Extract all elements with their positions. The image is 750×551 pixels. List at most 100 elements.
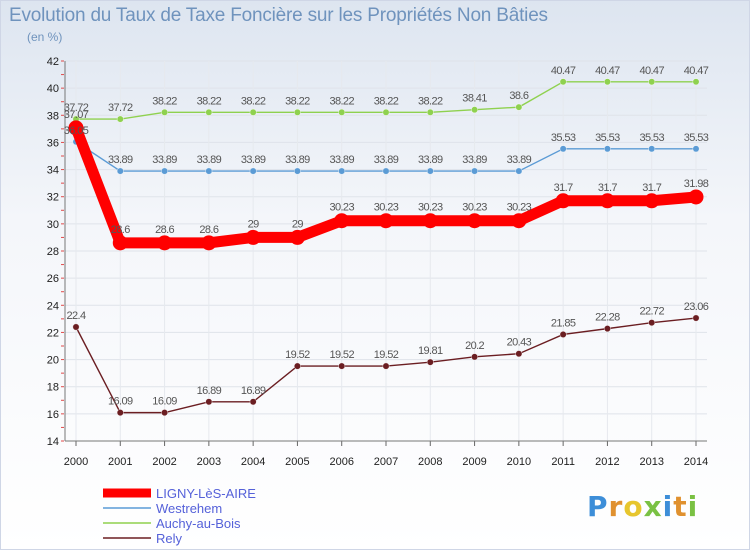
- data-point: [294, 167, 301, 175]
- series-1: [72, 138, 700, 175]
- y-tick-label: 16: [47, 409, 59, 421]
- y-tick-label: 30: [47, 219, 59, 231]
- data-label: 22.28: [595, 312, 620, 324]
- data-point: [471, 106, 478, 114]
- data-label: 33.89: [152, 154, 177, 166]
- data-point: [559, 78, 567, 86]
- y-tick-label: 40: [47, 83, 59, 95]
- data-point: [294, 108, 301, 116]
- data-label: 40.47: [639, 65, 664, 77]
- data-point: [604, 145, 611, 153]
- x-tick-label: 2013: [639, 456, 663, 468]
- x-tick-label: 2006: [329, 456, 353, 468]
- data-label: 35.53: [595, 132, 620, 144]
- data-label: 37.07: [64, 109, 89, 121]
- data-label: 33.89: [285, 154, 310, 166]
- data-label: 20.43: [507, 337, 532, 349]
- data-label: 19.52: [285, 349, 310, 361]
- data-label: 38.22: [418, 95, 443, 107]
- data-point: [688, 189, 704, 205]
- data-point: [161, 409, 168, 417]
- data-point: [112, 235, 128, 251]
- data-point: [471, 167, 478, 175]
- data-label: 30.23: [507, 202, 532, 214]
- series-3: [72, 314, 700, 417]
- data-label: 33.89: [241, 154, 266, 166]
- data-label: 31.7: [642, 182, 661, 194]
- data-point: [422, 213, 438, 229]
- chart-subtitle: (en %): [27, 30, 63, 44]
- grid-lines: [65, 60, 707, 442]
- y-tick-label: 36: [47, 137, 59, 149]
- data-point: [426, 167, 434, 175]
- data-label: 33.89: [462, 154, 487, 166]
- data-point: [68, 120, 84, 136]
- series-0: [68, 120, 704, 251]
- x-tick-label: 2009: [462, 456, 486, 468]
- x-tick-label: 2004: [241, 456, 265, 468]
- data-point: [161, 167, 168, 175]
- data-point: [289, 229, 305, 245]
- data-label: 16.09: [108, 396, 133, 408]
- data-label: 22.4: [66, 310, 85, 322]
- data-label: 33.89: [374, 154, 399, 166]
- data-label: 35.53: [551, 132, 576, 144]
- logo-letter: r: [608, 490, 624, 523]
- data-label: 19.52: [329, 349, 354, 361]
- data-label: 38.22: [329, 95, 354, 107]
- data-point: [161, 108, 168, 116]
- data-label: 38.22: [374, 95, 399, 107]
- data-label: 40.47: [595, 65, 620, 77]
- data-point: [511, 213, 527, 229]
- data-label: 21.85: [551, 317, 576, 329]
- data-label: 16.89: [241, 385, 266, 397]
- data-point: [648, 319, 656, 327]
- data-point: [599, 193, 615, 209]
- data-label: 16.89: [197, 385, 222, 397]
- data-point: [382, 108, 390, 116]
- data-label: 29: [248, 218, 260, 230]
- data-label: 38.41: [462, 93, 487, 105]
- x-tick-label: 2012: [595, 456, 619, 468]
- x-tick-label: 2002: [152, 456, 176, 468]
- data-point: [692, 78, 700, 86]
- data-point: [604, 78, 611, 86]
- data-point: [382, 362, 390, 370]
- data-label: 23.06: [684, 301, 709, 313]
- data-point: [249, 167, 257, 175]
- x-tick-label: 2007: [374, 456, 398, 468]
- data-labels: 37.07 28.6 28.6 28.6 29 29 30.23 30.23 30.23 30.2…: [64, 65, 710, 408]
- data-point: [648, 145, 656, 153]
- data-label: 33.89: [108, 154, 133, 166]
- x-tick-label: 2005: [285, 456, 309, 468]
- y-tick-label: 34: [47, 165, 59, 177]
- data-point: [467, 213, 483, 229]
- data-label: 38.22: [285, 95, 310, 107]
- data-label: 31.7: [554, 182, 573, 194]
- data-point: [644, 193, 660, 209]
- data-label: 29: [292, 218, 304, 230]
- data-label: 40.47: [684, 65, 709, 77]
- data-point: [604, 325, 611, 333]
- series-lines: [68, 78, 704, 417]
- data-point: [116, 409, 124, 417]
- logo-letter: i: [687, 490, 699, 523]
- data-point: [294, 362, 301, 370]
- legend-label: Westrehem: [156, 501, 222, 516]
- data-label: 35.53: [639, 132, 664, 144]
- data-point: [338, 362, 346, 370]
- data-label: 19.52: [374, 349, 399, 361]
- data-point: [648, 78, 656, 86]
- data-label: 28.6: [111, 224, 130, 236]
- data-point: [338, 167, 346, 175]
- data-point: [555, 193, 571, 209]
- x-tick-label: 2000: [64, 456, 88, 468]
- y-tick-label: 22: [47, 327, 59, 339]
- logo-letter: x: [643, 490, 663, 523]
- data-label: 30.23: [374, 202, 399, 214]
- legend-label: Rely: [156, 531, 183, 546]
- legend-label: LIGNY-LèS-AIRE: [156, 486, 256, 501]
- data-label: 20.2: [465, 340, 484, 352]
- x-tick-label: 2001: [108, 456, 132, 468]
